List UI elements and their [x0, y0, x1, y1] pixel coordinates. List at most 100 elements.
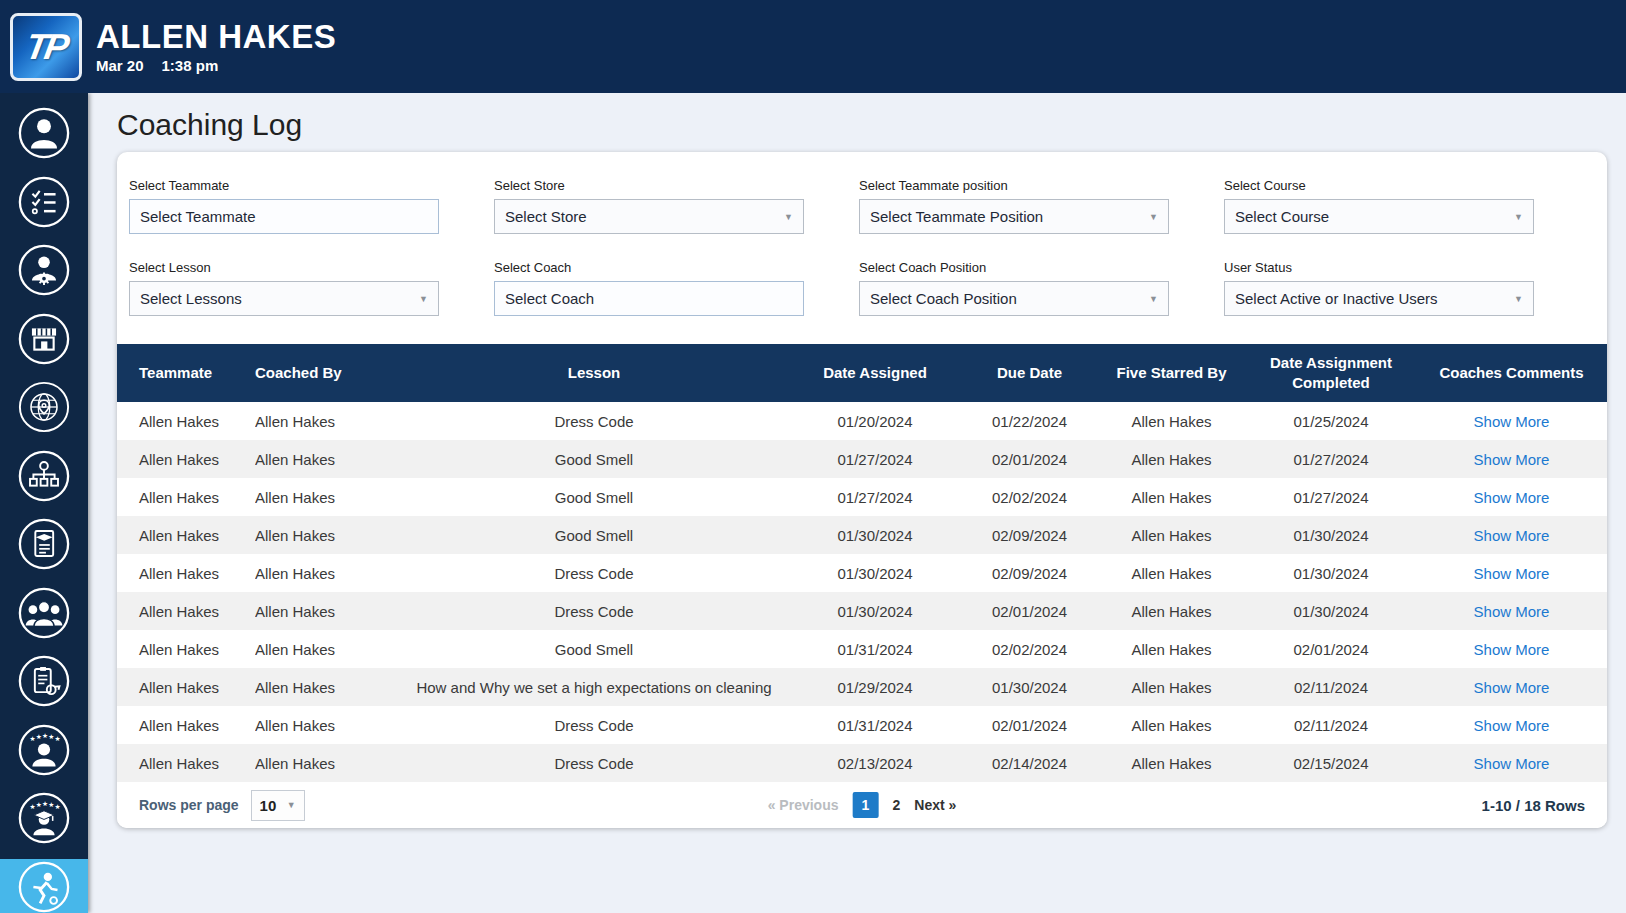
cell-five-starred-by: Allen Hakes: [1097, 668, 1246, 706]
page-2-button[interactable]: 2: [892, 797, 900, 813]
cell-date-completed: 01/30/2024: [1246, 592, 1416, 630]
sidebar-item-five-star-graduate[interactable]: ★ ★ ★ ★ ★: [0, 790, 88, 846]
sidebar-item-org-chart[interactable]: [0, 448, 88, 504]
sidebar-item-store[interactable]: [0, 311, 88, 367]
table-row: Allen HakesAllen HakesGood Smell01/30/20…: [117, 516, 1607, 554]
col-header-lesson: Lesson: [400, 344, 788, 402]
store-select[interactable]: Select Store ▼: [494, 199, 804, 234]
five-star-person-icon: ★ ★ ★ ★ ★: [17, 723, 71, 777]
coach-position-select[interactable]: Select Coach Position ▼: [859, 281, 1169, 316]
cell-teammate: Allen Hakes: [117, 668, 255, 706]
sidebar-item-locations[interactable]: [0, 379, 88, 435]
filter-label: Select Coach Position: [859, 260, 1169, 275]
sidebar-item-audits[interactable]: [0, 653, 88, 709]
cell-teammate: Allen Hakes: [117, 478, 255, 516]
cell-coached-by: Allen Hakes: [255, 402, 400, 440]
cell-coaches-comments: Show More: [1416, 630, 1607, 668]
cell-date-assigned: 01/30/2024: [788, 554, 962, 592]
table-row: Allen HakesAllen HakesGood Smell01/27/20…: [117, 478, 1607, 516]
cell-coached-by: Allen Hakes: [255, 744, 400, 782]
sidebar-nav: ★ ★ ★ ★ ★ ★ ★ ★ ★ ★: [0, 93, 88, 913]
filter-label: Select Teammate position: [859, 178, 1169, 193]
show-more-link[interactable]: Show More: [1474, 755, 1550, 772]
teammate-position-select[interactable]: Select Teammate Position ▼: [859, 199, 1169, 234]
cell-date-completed: 01/27/2024: [1246, 440, 1416, 478]
cell-coached-by: Allen Hakes: [255, 592, 400, 630]
coaching-icon: [17, 860, 71, 913]
show-more-link[interactable]: Show More: [1474, 603, 1550, 620]
cell-date-assigned: 01/27/2024: [788, 478, 962, 516]
table-row: Allen Hakes Allen Hakes How and Why we set…: [117, 668, 1607, 706]
previous-arrow: «: [768, 797, 776, 813]
cell-lesson: Dress Code: [400, 706, 788, 744]
cell-due-date: 02/02/2024: [962, 478, 1097, 516]
lesson-select[interactable]: Select Lessons ▼: [129, 281, 439, 316]
table-row: Allen HakesAllen HakesGood Smell01/27/20…: [117, 440, 1607, 478]
cell-coached-by: Allen Hakes: [255, 440, 400, 478]
chevron-down-icon: ▼: [1149, 294, 1158, 304]
cell-date-assigned: 01/27/2024: [788, 440, 962, 478]
rows-per-page-select[interactable]: 10 ▼: [251, 790, 305, 821]
show-more-link[interactable]: Show More: [1474, 641, 1550, 658]
cell-five-starred-by: Allen Hakes: [1097, 402, 1246, 440]
show-more-link[interactable]: Show More: [1474, 527, 1550, 544]
group-icon: [17, 586, 71, 640]
sidebar-item-checklist[interactable]: [0, 174, 88, 230]
show-more-link[interactable]: Show More: [1474, 451, 1550, 468]
col-header-date-assigned: Date Assigned: [788, 344, 962, 402]
org-chart-icon: [17, 449, 71, 503]
cell-date-completed: 01/30/2024: [1246, 516, 1416, 554]
table-row: Allen HakesAllen HakesGood Smell01/31/20…: [117, 630, 1607, 668]
teammate-input[interactable]: [140, 208, 428, 225]
sidebar-item-five-star-teammate[interactable]: ★ ★ ★ ★ ★: [0, 722, 88, 778]
next-page-button[interactable]: Next »: [914, 797, 956, 813]
cell-teammate: Allen Hakes: [117, 630, 255, 668]
cell-lesson: Dress Code: [400, 554, 788, 592]
sidebar-item-certifications[interactable]: [0, 516, 88, 572]
table-header: Teammate Coached By Lesson Date Assigned…: [117, 344, 1607, 402]
cell-date-completed: 01/27/2024: [1246, 478, 1416, 516]
show-more-link[interactable]: Show More: [1474, 565, 1550, 582]
course-select[interactable]: Select Course ▼: [1224, 199, 1534, 234]
globe-pin-icon: [17, 380, 71, 434]
cell-teammate: Allen Hakes: [117, 516, 255, 554]
filter-coach: Select Coach: [494, 260, 804, 316]
filter-label: Select Lesson: [129, 260, 439, 275]
svg-text:★: ★: [42, 800, 48, 807]
cell-lesson: Dress Code: [400, 402, 788, 440]
show-more-link[interactable]: Show More: [1474, 413, 1550, 430]
svg-text:★: ★: [36, 732, 42, 739]
cell-coaches-comments: Show More: [1416, 554, 1607, 592]
show-more-link[interactable]: Show More: [1474, 717, 1550, 734]
coach-input[interactable]: [505, 290, 793, 307]
page-1-button[interactable]: 1: [852, 792, 878, 818]
cell-five-starred-by: Allen Hakes: [1097, 630, 1246, 668]
show-more-link[interactable]: Show More: [1474, 489, 1550, 506]
cell-lesson: How and Why we set a high expectations o…: [400, 668, 788, 706]
sidebar-item-coaching-log[interactable]: [0, 859, 88, 913]
col-header-coaches-comments: Coaches Comments: [1416, 344, 1607, 402]
sidebar-item-profile[interactable]: [0, 105, 88, 161]
coach-position-select-value: Select Coach Position: [870, 290, 1017, 307]
previous-page-button[interactable]: « Previous: [768, 797, 839, 813]
svg-text:★: ★: [30, 735, 36, 742]
user-status-select[interactable]: Select Active or Inactive Users ▼: [1224, 281, 1534, 316]
table-row: Allen HakesAllen HakesDress Code02/13/20…: [117, 744, 1607, 782]
cell-five-starred-by: Allen Hakes: [1097, 440, 1246, 478]
show-more-link[interactable]: Show More: [1474, 679, 1550, 696]
table-row: Allen HakesAllen HakesDress Code01/30/20…: [117, 554, 1607, 592]
sidebar-item-teams[interactable]: [0, 585, 88, 641]
col-header-date-completed: Date Assignment Completed: [1246, 344, 1416, 402]
store-icon: [17, 312, 71, 366]
chevron-down-icon: ▼: [287, 800, 296, 810]
cell-date-completed: 01/25/2024: [1246, 402, 1416, 440]
cell-lesson: Dress Code: [400, 744, 788, 782]
cell-coached-by: Allen Hakes: [255, 706, 400, 744]
user-icon: [17, 106, 71, 160]
sidebar-item-user-settings[interactable]: [0, 242, 88, 298]
filter-label: Select Coach: [494, 260, 804, 275]
app-header: TP ALLEN HAKES Mar 201:38 pm: [0, 0, 1626, 93]
teammate-position-select-value: Select Teammate Position: [870, 208, 1043, 225]
cell-date-completed: 01/30/2024: [1246, 554, 1416, 592]
five-star-graduate-icon: ★ ★ ★ ★ ★: [17, 791, 71, 845]
